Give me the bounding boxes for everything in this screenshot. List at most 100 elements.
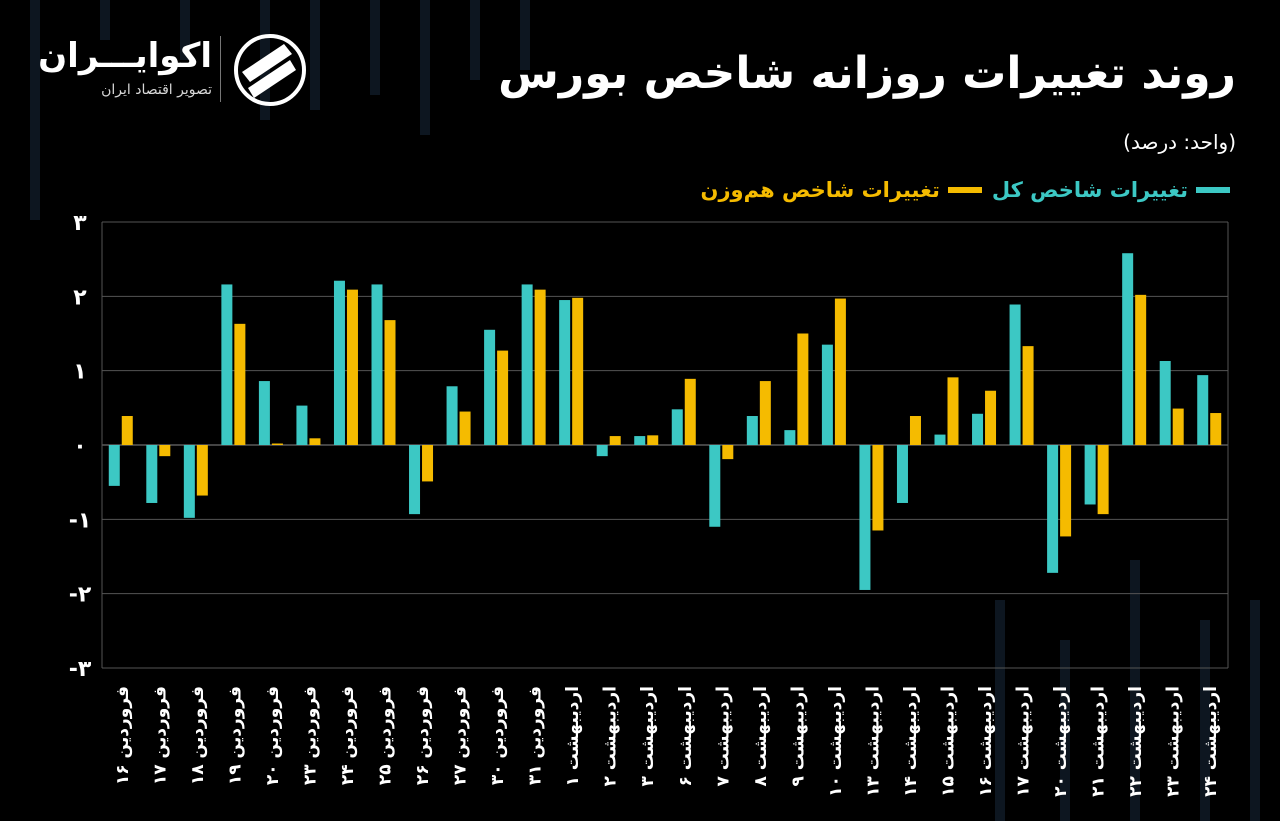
y-tick-label: ۱ [73, 360, 86, 385]
bar-equal-weight-index [684, 378, 696, 445]
x-tick-label: اردیبهشت ۷ [713, 686, 733, 787]
bar-total-index [296, 405, 308, 445]
bg-candle [1200, 620, 1210, 821]
y-tick-label: ۲ [73, 285, 87, 310]
x-tick-label: اردیبهشت ۳ [638, 686, 658, 787]
bg-candle [1250, 600, 1260, 821]
brand-mark-icon [234, 34, 306, 106]
bar-total-index [1122, 253, 1134, 445]
bar-equal-weight-index [722, 445, 734, 460]
bar-total-index [484, 329, 496, 445]
bar-total-index [1084, 445, 1096, 505]
bar-total-index [559, 300, 571, 445]
x-tick-label: فروردین ۳۰ [488, 686, 508, 785]
bg-candle [470, 0, 480, 80]
bar-total-index [821, 344, 833, 445]
bar-chart: ۳ ۲ ۱ ۰ -۱ -۲ -۳ فروردین ۱۶ فروردین ۱۷ فروردین ۱۸… [69, 211, 1229, 797]
x-tick-label: اردیبهشت ۹ [788, 686, 808, 787]
bar-total-index [108, 445, 120, 486]
bg-candle [1130, 560, 1140, 821]
bar-total-index [371, 284, 383, 445]
bar-equal-weight-index [909, 416, 921, 445]
bar-equal-weight-index [346, 289, 358, 445]
unit-label: (واحد: درصد) [1123, 130, 1236, 154]
x-tick-label: اردیبهشت ۱۰ [826, 686, 846, 797]
bar-total-index [709, 445, 721, 527]
bar-total-index [596, 445, 608, 457]
bar-total-index [183, 445, 195, 518]
bg-candle [30, 0, 40, 220]
x-tick-label: فروردین ۲۶ [413, 686, 433, 785]
legend-item-equal-weight: تغییرات شاخص هم‌وزن [701, 178, 982, 202]
x-tick-label: اردیبهشت ۲ [601, 686, 621, 787]
bg-candle [995, 600, 1005, 821]
brand-subtitle: تصویر اقتصاد ایران [101, 82, 212, 98]
x-tick-label: اردیبهشت ۱۳ [863, 686, 883, 797]
legend-item-total: تغییرات شاخص کل [992, 178, 1230, 202]
bar-total-index [896, 445, 908, 503]
x-tick-label: اردیبهشت ۱۵ [939, 686, 959, 797]
brand-name: اکوایـــران [38, 36, 212, 76]
brand-logo: اکوایـــران تصویر اقتصاد ایران [38, 30, 308, 110]
bar-total-index [671, 409, 683, 445]
bar-equal-weight-index [459, 411, 471, 445]
x-tick-label: اردیبهشت ۲۰ [1051, 686, 1071, 797]
x-tick-label: اردیبهشت ۲۴ [1201, 686, 1221, 797]
x-tick-label: فروردین ۲۷ [451, 686, 471, 785]
bar-total-index [784, 430, 796, 445]
y-tick-label: ۰ [73, 434, 86, 459]
x-tick-label: فروردین ۱۷ [150, 686, 170, 785]
bar-equal-weight-index [572, 297, 584, 445]
bar-total-index [634, 436, 646, 445]
x-tick-label: اردیبهشت ۱۶ [976, 686, 996, 797]
bar-equal-weight-index [797, 333, 809, 445]
bar-equal-weight-index [872, 445, 884, 531]
y-tick-label: -۳ [69, 657, 92, 682]
bar-equal-weight-index [159, 445, 171, 457]
legend-swatch-total [1196, 187, 1230, 193]
bar-total-index [258, 381, 270, 445]
x-tick-label: فروردین ۱۸ [188, 686, 208, 785]
bar-equal-weight-index [534, 289, 546, 445]
x-tick-label: فروردین ۳۱ [526, 686, 546, 785]
bg-candle [310, 0, 320, 110]
x-tick-label: اردیبهشت ۸ [751, 686, 771, 787]
bar-total-index [972, 413, 984, 445]
x-tick-label: فروردین ۲۳ [300, 686, 320, 785]
bar-total-index [521, 284, 533, 445]
bar-total-index [409, 445, 421, 515]
bar-total-index [1197, 375, 1209, 445]
bg-candle [100, 0, 110, 40]
bg-candle [180, 0, 190, 60]
legend-label-equal-weight: تغییرات شاخص هم‌وزن [700, 178, 940, 202]
bar-total-index [934, 434, 946, 445]
bar-equal-weight-index [985, 390, 997, 445]
bar-equal-weight-index [1172, 408, 1184, 445]
legend-label-total: تغییرات شاخص کل [991, 178, 1188, 202]
x-tick-label: اردیبهشت ۱۷ [1014, 686, 1034, 797]
bg-candle [1060, 640, 1070, 821]
bar-total-index [146, 445, 158, 503]
bar-equal-weight-index [647, 435, 659, 445]
x-tick-label: فروردین ۲۴ [338, 686, 358, 785]
bar-equal-weight-index [121, 416, 133, 445]
bg-candle [520, 0, 530, 70]
bar-total-index [1009, 304, 1021, 445]
bar-equal-weight-index [309, 438, 321, 445]
y-tick-label: -۱ [69, 508, 92, 533]
bar-equal-weight-index [1097, 445, 1109, 515]
bar-equal-weight-index [271, 443, 283, 445]
bar-total-index [859, 445, 871, 590]
bar-total-index [446, 386, 458, 445]
x-tick-label: اردیبهشت ۲۳ [1164, 686, 1184, 797]
logo-divider [220, 36, 221, 102]
x-tick-label: اردیبهشت ۱ [563, 686, 583, 787]
x-tick-label: اردیبهشت ۲۲ [1126, 686, 1146, 797]
x-tick-label: اردیبهشت ۱۴ [901, 686, 921, 797]
x-tick-label: اردیبهشت ۲۱ [1089, 686, 1109, 797]
bar-equal-weight-index [609, 436, 621, 445]
bar-equal-weight-index [947, 377, 959, 445]
bar-equal-weight-index [1060, 445, 1072, 537]
y-tick-label: ۳ [73, 211, 87, 236]
y-tick-label: -۲ [69, 583, 92, 608]
